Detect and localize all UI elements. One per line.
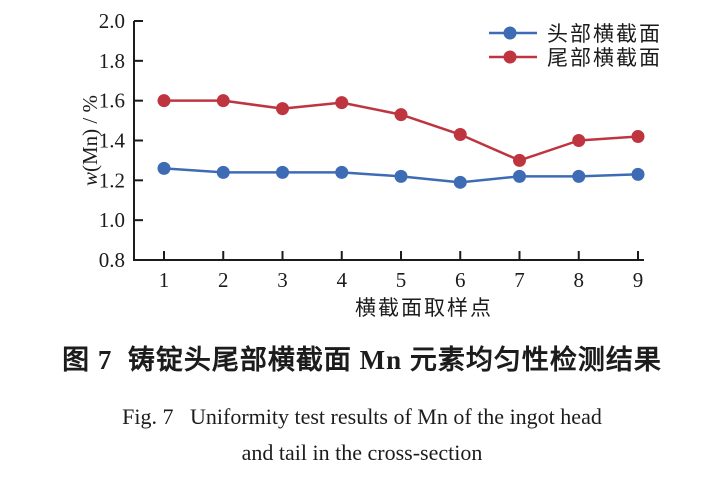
x-axis-tick-label: 6 [455,268,466,292]
x-axis-title: 横截面取样点 [355,296,493,320]
series-0-marker [572,169,586,183]
y-axis-tick-label: 1.8 [99,49,125,73]
y-axis-tick-label: 0.8 [99,248,125,272]
x-axis-tick-label: 7 [514,268,525,292]
series-1-marker [394,108,408,122]
y-axis-tick-label: 1.4 [99,129,126,153]
series-1-marker [453,128,467,142]
figure-caption-english-line2: and tail in the cross-section [241,440,483,465]
series-0-marker [335,165,349,179]
series-0-marker [216,165,230,179]
x-axis-tick-label: 3 [277,268,288,292]
series-0-marker [453,175,467,189]
x-axis-tick-label: 5 [396,268,407,292]
legend-label: 头部横截面 [547,22,662,46]
series-1-marker [335,96,349,110]
series-1-marker [572,134,586,147]
figure-caption-english-line1: Fig. 7 Uniformity test results of Mn of … [122,404,602,429]
series-0-marker [157,161,171,175]
series-1-marker [513,153,526,167]
series-1-marker [276,102,289,116]
legend-label: 尾部横截面 [547,46,662,70]
x-axis-tick-label: 4 [337,268,348,292]
series-1-marker [631,130,645,144]
y-axis-tick-label: 1.6 [99,89,125,113]
y-axis-title: w(Mn) / % [78,95,102,186]
figure-caption-chinese: 图 7 铸锭头尾部横截面 Mn 元素均匀性检测结果 [62,345,662,375]
series-1-marker [157,94,171,108]
legend-marker-dot [503,26,517,40]
line-chart: 2.0 1.8 1.6 1.4 1.2 1.0 0.8 1 2 3 4 5 6 7 8 9 w(Mn) / % 横… [78,9,662,320]
y-axis-tick-label: 1.2 [99,168,125,192]
x-axis-tick-label: 2 [218,268,229,292]
y-axis-tick-label: 2.0 [99,9,125,33]
series-0-marker [394,169,408,183]
x-axis-tick-label: 1 [159,268,170,292]
series-0-marker [513,169,526,183]
x-axis-tick-label: 9 [633,268,644,292]
y-axis-tick-label: 1.0 [99,208,125,232]
series-0-marker [631,167,645,181]
x-axis-tick-label: 8 [574,268,585,292]
legend-marker-dot [503,50,517,64]
series-0-marker [276,165,289,179]
series-1-marker [216,94,230,108]
